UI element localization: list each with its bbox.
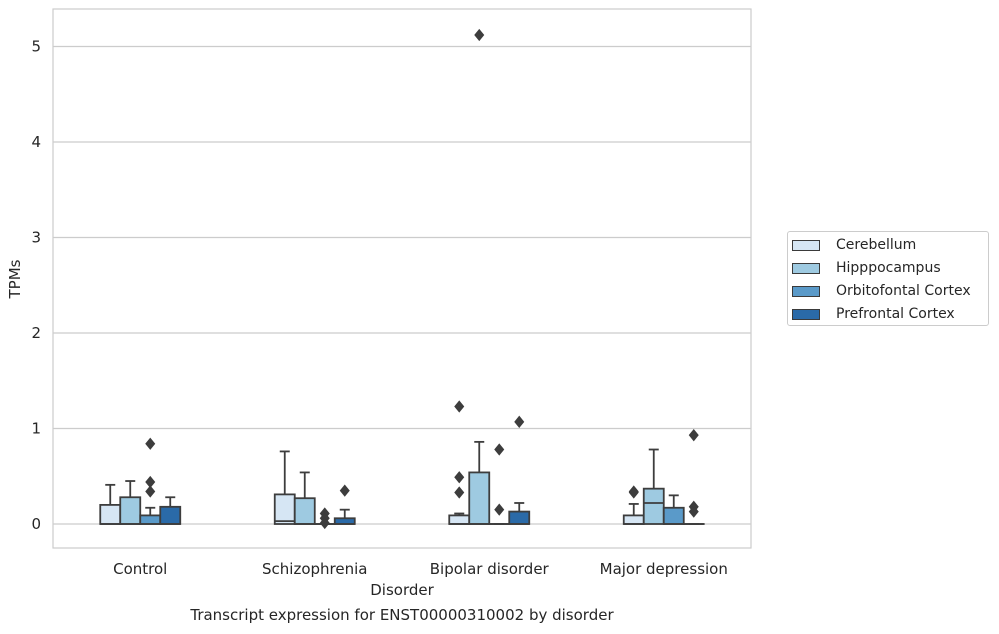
outlier-point	[454, 400, 465, 413]
box	[159, 505, 182, 525]
box-hipppocampus	[293, 471, 316, 525]
box-prefrontal-cortex	[333, 484, 356, 525]
x-tick-label: Control	[113, 560, 167, 578]
box-orbitofontal-cortex	[139, 437, 162, 525]
legend-swatch	[792, 308, 820, 320]
box	[139, 514, 162, 525]
box-series	[99, 28, 705, 530]
box	[642, 487, 665, 525]
box	[468, 471, 491, 525]
legend-item: Orbitofontal Cortex	[792, 281, 971, 301]
box-hipppocampus	[642, 448, 665, 525]
outlier-point	[628, 486, 639, 499]
outlier-point	[454, 486, 465, 499]
y-tick-label: 1	[31, 420, 41, 438]
outlier-point	[494, 503, 505, 516]
box-hipppocampus	[468, 28, 491, 525]
legend-swatch	[792, 285, 820, 297]
box-cerebellum	[273, 450, 296, 525]
figure-caption: Transcript expression for ENST0000031000…	[190, 606, 614, 624]
x-tick-label: Major depression	[600, 560, 728, 578]
box-prefrontal-cortex	[508, 415, 531, 525]
legend-swatch	[792, 239, 820, 251]
plot-frame	[52, 8, 752, 549]
x-tick-label: Bipolar disorder	[430, 560, 550, 578]
legend-label: Orbitofontal Cortex	[836, 283, 971, 299]
y-tick-label: 5	[31, 38, 41, 56]
x-axis-label: Disorder	[370, 581, 434, 599]
outlier-point	[145, 437, 156, 450]
outlier-point	[145, 485, 156, 498]
box-prefrontal-cortex	[159, 496, 182, 525]
outlier-point	[514, 415, 525, 428]
y-tick-label: 3	[31, 229, 41, 247]
outlier-point	[494, 443, 505, 456]
box	[293, 497, 316, 525]
box	[662, 506, 685, 525]
y-tick-label: 4	[31, 133, 41, 151]
legend-label: Cerebellum	[836, 237, 917, 253]
box-orbitofontal-cortex	[313, 507, 336, 530]
box	[119, 496, 142, 525]
legend: Cerebellum Hipppocampus Orbitofontal Corte…	[787, 231, 989, 326]
box-cerebellum	[448, 400, 471, 525]
x-tick-labels: Control Schizophrenia Bipolar disorder Majo…	[113, 560, 728, 578]
box-prefrontal-cortex	[682, 429, 705, 525]
outlier-point	[688, 505, 699, 518]
outlier-point	[454, 471, 465, 484]
box-cerebellum	[622, 485, 645, 525]
gridlines	[53, 45, 751, 525]
outlier-point	[339, 484, 350, 497]
outlier-point	[474, 28, 485, 42]
box	[99, 503, 122, 525]
outlier-point	[688, 429, 699, 442]
y-tick-labels: 0 1 2 3 4 5	[31, 38, 41, 534]
box	[508, 510, 531, 525]
outlier-point	[319, 516, 330, 530]
legend-label: Hipppocampus	[836, 260, 941, 276]
box-hipppocampus	[119, 480, 142, 525]
x-tick-label: Schizophrenia	[262, 560, 367, 578]
box-cerebellum	[99, 483, 122, 525]
legend-label: Prefrontal Cortex	[836, 306, 955, 322]
y-axis-label: TPMs	[6, 259, 24, 299]
legend-item: Cerebellum	[792, 235, 916, 255]
y-tick-label: 2	[31, 324, 41, 342]
box-orbitofontal-cortex	[488, 443, 511, 525]
legend-item: Hipppocampus	[792, 258, 941, 278]
y-tick-label: 0	[31, 515, 41, 533]
box	[622, 514, 645, 525]
box-orbitofontal-cortex	[662, 494, 685, 525]
box	[448, 514, 471, 525]
legend-item: Prefrontal Cortex	[792, 304, 955, 324]
legend-swatch	[792, 262, 820, 274]
box	[273, 493, 296, 525]
